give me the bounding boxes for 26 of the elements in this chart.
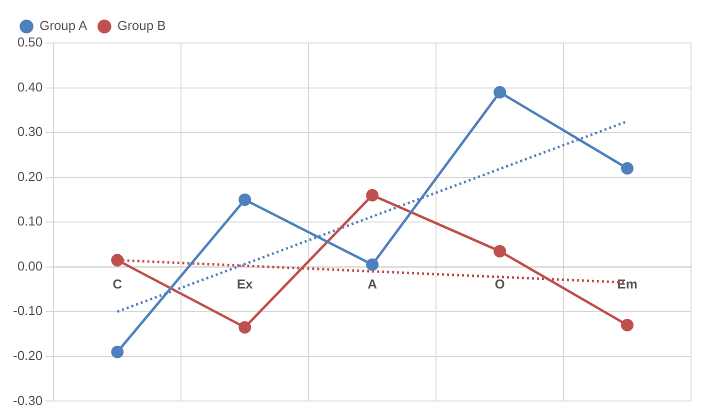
y-tick-label: 0.40 xyxy=(17,79,43,94)
y-tick-label: -0.20 xyxy=(12,348,43,364)
y-tick-label: 0.10 xyxy=(17,214,43,229)
point xyxy=(366,258,379,271)
legend-label: Group B xyxy=(117,18,166,34)
point xyxy=(621,318,634,332)
y-tick-label: -0.30 xyxy=(12,392,43,408)
point xyxy=(494,244,506,258)
point xyxy=(238,321,252,334)
x-tick-label: A xyxy=(368,276,378,292)
y-tick-label: -0.10 xyxy=(12,303,43,318)
point xyxy=(111,346,124,358)
y-tick-label: 0.20 xyxy=(17,168,43,184)
y-tick-label: 0.00 xyxy=(17,258,43,274)
x-tick-label: Em xyxy=(617,276,638,292)
point xyxy=(494,86,506,99)
y-tick-label: 0.50 xyxy=(17,34,43,50)
x-tick-label: Ex xyxy=(236,276,254,292)
point xyxy=(621,162,634,175)
point xyxy=(111,254,124,266)
x-tick-label: O xyxy=(494,276,505,292)
y-tick-label: 0.30 xyxy=(17,124,43,140)
point xyxy=(238,193,252,206)
point xyxy=(366,188,379,202)
x-tick-label: C xyxy=(112,276,123,292)
legend-label: Group A xyxy=(40,18,88,34)
